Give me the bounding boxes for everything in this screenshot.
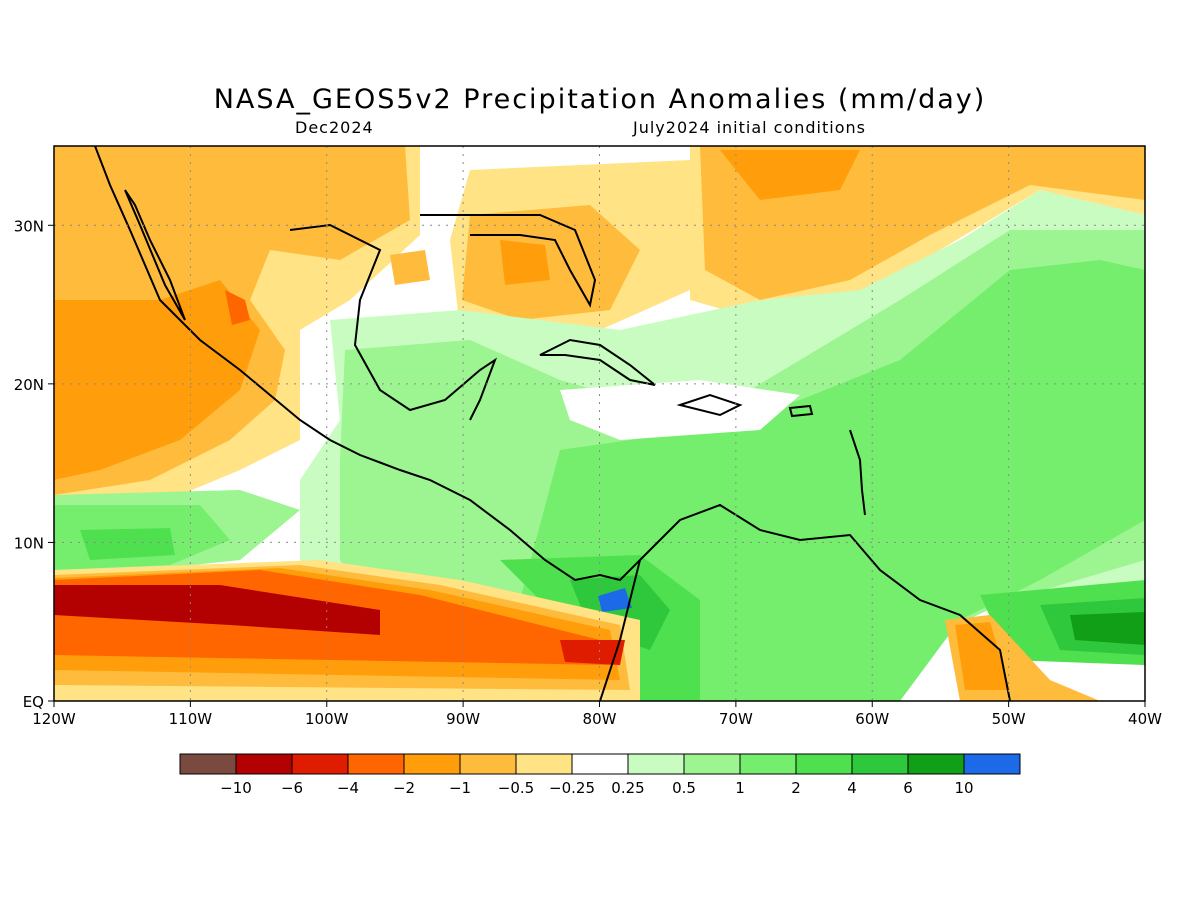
coast-antilles xyxy=(849,429,866,516)
wet-spot-itcz xyxy=(80,528,175,560)
initial-conditions: July2024 initial conditions xyxy=(633,118,866,137)
lon-tick-label: 60W xyxy=(855,710,889,728)
coast-baja xyxy=(124,189,186,321)
colorbar-swatch xyxy=(963,753,1021,775)
colorbar-label: 1 xyxy=(735,779,745,797)
coast-south-america-west xyxy=(599,559,641,701)
colorbar-swatch xyxy=(459,753,517,775)
coast-south-america xyxy=(639,503,1011,701)
colorbar-label: −0.5 xyxy=(498,779,534,797)
colorbar-swatch xyxy=(179,753,237,775)
axis-ticks: 120W 110W 100W 90W 80W 70W 60W 50W 40W EQ 10N 20N 30… xyxy=(14,217,1162,728)
coast-puerto-rico xyxy=(788,404,814,418)
coast-gulf xyxy=(289,223,498,421)
colorbar-swatch xyxy=(515,753,573,775)
colorbar-label: 0.5 xyxy=(672,779,696,797)
colorbar-label: 0.25 xyxy=(611,779,644,797)
anomaly-field xyxy=(54,146,1145,701)
colorbar-label: −2 xyxy=(393,779,415,797)
lon-tick-label: 50W xyxy=(992,710,1026,728)
colorbar-label: 2 xyxy=(791,779,801,797)
colorbar-swatch xyxy=(683,753,741,775)
lon-tick-label: 40W xyxy=(1128,710,1162,728)
coast-cuba xyxy=(539,338,656,386)
colorbar-swatch xyxy=(739,753,797,775)
map-title: NASA_GEOS5v2 Precipitation Anomalies (mm… xyxy=(213,84,987,115)
dry-region-pacific-inner xyxy=(54,280,260,480)
colorbar-swatch xyxy=(627,753,685,775)
dry-region-gulf-core xyxy=(462,205,640,320)
dry-gap-caribbean xyxy=(560,380,800,440)
colorbar-label: 6 xyxy=(903,779,913,797)
grid-lines xyxy=(54,146,1145,701)
colorbar-label: 4 xyxy=(847,779,857,797)
lat-tick-label: 10N xyxy=(14,534,44,552)
coast-north-america xyxy=(94,146,641,582)
coast-hispaniola xyxy=(676,393,743,417)
colorbar-swatch xyxy=(235,753,293,775)
dry-region-brazil-core xyxy=(955,622,1010,690)
colorbar-label: −1 xyxy=(449,779,471,797)
colorbar-label: 10 xyxy=(954,779,973,797)
lat-tick-label: EQ xyxy=(23,693,44,711)
colorbar-swatch xyxy=(403,753,461,775)
colorbar-label: −4 xyxy=(337,779,359,797)
colorbar-label: −10 xyxy=(220,779,252,797)
colorbar-swatch xyxy=(347,753,405,775)
coastlines xyxy=(94,146,1011,701)
colorbar: −10 −6 −4 −2 −1 −0.5 −0.25 0.25 0.5 1 2 4 6 10 xyxy=(179,753,1021,797)
lon-tick-label: 90W xyxy=(446,710,480,728)
colorbar-swatch xyxy=(907,753,965,775)
coast-florida-us xyxy=(420,214,597,308)
dry-spot-baja xyxy=(225,290,250,325)
dry-spot-florida xyxy=(500,240,550,285)
colorbar-swatch xyxy=(851,753,909,775)
lon-tick-label: 100W xyxy=(305,710,349,728)
lon-tick-label: 70W xyxy=(719,710,753,728)
forecast-month: Dec2024 xyxy=(295,118,374,137)
dry-band-equator-peak xyxy=(54,585,380,635)
wet-region-southatlantic-peak xyxy=(1070,612,1145,645)
colorbar-label: −0.25 xyxy=(549,779,595,797)
lon-tick-label: 120W xyxy=(32,710,76,728)
dry-spot-atlantic xyxy=(720,150,860,200)
wet-peak-panama xyxy=(598,588,632,612)
lat-tick-label: 20N xyxy=(14,376,44,394)
colorbar-label: −6 xyxy=(281,779,303,797)
colorbar-swatch xyxy=(795,753,853,775)
dry-band-equator-peak2 xyxy=(560,640,625,665)
colorbar-swatch xyxy=(571,753,629,775)
lat-tick-label: 30N xyxy=(14,217,44,235)
lon-tick-label: 110W xyxy=(169,710,213,728)
lon-tick-label: 80W xyxy=(583,710,617,728)
colorbar-swatch xyxy=(291,753,349,775)
dry-spot-texas xyxy=(390,250,430,285)
